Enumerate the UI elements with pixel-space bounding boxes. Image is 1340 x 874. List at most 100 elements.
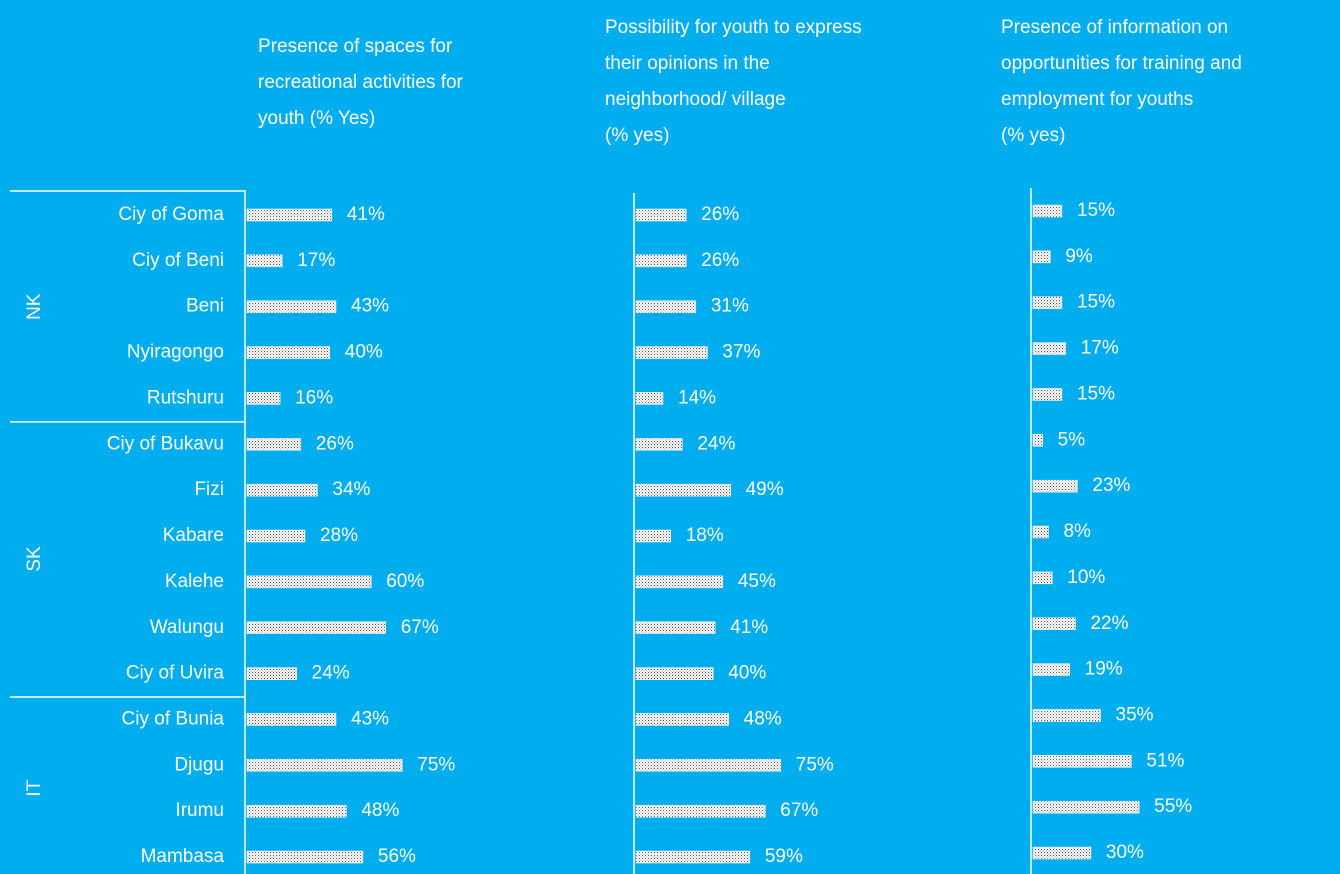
bar	[635, 483, 731, 497]
bar	[246, 759, 403, 772]
category-label: Ciy of Beni	[132, 250, 224, 271]
value-label: 24%	[697, 433, 735, 454]
bar	[1032, 663, 1070, 676]
value-label: 18%	[686, 525, 724, 546]
value-label: 67%	[780, 800, 818, 821]
bar	[635, 392, 664, 405]
category-label: Ciy of Bukavu	[107, 433, 224, 454]
bar	[246, 621, 386, 634]
bar	[635, 346, 708, 359]
value-label: 60%	[386, 571, 424, 592]
category-label: Walungu	[150, 617, 224, 638]
value-label: 51%	[1146, 750, 1184, 771]
bar	[1032, 755, 1132, 768]
value-label: 15%	[1077, 383, 1115, 404]
value-label: 15%	[1077, 292, 1115, 313]
value-label: 43%	[351, 296, 389, 317]
bar	[246, 850, 364, 864]
value-label: 55%	[1154, 796, 1192, 817]
value-label: 56%	[378, 846, 416, 867]
bar	[635, 208, 687, 222]
bar	[1032, 800, 1140, 814]
bar	[246, 438, 302, 451]
category-label: Kalehe	[165, 571, 224, 592]
value-label: 24%	[312, 663, 350, 684]
category-label: Nyiragongo	[127, 342, 224, 363]
bar	[1032, 204, 1063, 218]
value-label: 40%	[728, 663, 766, 684]
bar	[246, 667, 297, 680]
bar	[246, 529, 306, 543]
bar	[246, 804, 347, 818]
value-label: 59%	[765, 846, 803, 867]
group-label: NK	[24, 293, 45, 320]
value-label: 26%	[316, 433, 354, 454]
value-label: 15%	[1077, 200, 1115, 221]
bar	[246, 254, 283, 268]
value-label: 75%	[796, 754, 834, 775]
value-label: 10%	[1067, 567, 1105, 588]
value-label: 23%	[1092, 475, 1130, 496]
value-label: 9%	[1065, 246, 1093, 267]
value-label: 16%	[295, 387, 333, 408]
category-label: Fizi	[194, 479, 224, 500]
value-label: 48%	[361, 800, 399, 821]
category-label: Mambasa	[141, 846, 225, 867]
group-label: SK	[24, 546, 45, 572]
value-label: 45%	[738, 571, 776, 592]
value-label: 75%	[417, 754, 455, 775]
bar	[635, 438, 683, 451]
value-label: 34%	[332, 479, 370, 500]
value-label: 14%	[678, 387, 716, 408]
value-label: 17%	[1081, 338, 1119, 359]
panel-title: Possibility for youth to express their o…	[605, 17, 862, 146]
value-label: 67%	[401, 617, 439, 638]
value-label: 48%	[744, 708, 782, 729]
category-label: Rutshuru	[147, 387, 224, 408]
bar	[1032, 525, 1049, 539]
category-label: Ciy of Bunia	[122, 708, 225, 729]
bar	[1032, 709, 1101, 722]
bar	[1032, 342, 1067, 355]
bar	[635, 300, 697, 313]
value-label: 41%	[347, 204, 385, 225]
bar	[635, 575, 724, 589]
bar	[246, 392, 281, 405]
panel-title: Presence of spaces for recreational acti…	[258, 36, 463, 129]
value-label: 41%	[730, 617, 768, 638]
value-label: 22%	[1090, 613, 1128, 634]
bar	[246, 346, 331, 359]
bar	[635, 621, 716, 634]
value-label: 26%	[701, 204, 739, 225]
bar	[246, 208, 333, 222]
value-label: 17%	[297, 250, 335, 271]
value-label: 28%	[320, 525, 358, 546]
bar	[1032, 296, 1063, 309]
category-label: Beni	[186, 296, 224, 317]
bar	[635, 667, 714, 680]
value-label: 37%	[722, 342, 760, 363]
bar	[246, 483, 318, 497]
value-label: 30%	[1106, 842, 1144, 863]
bar	[1032, 250, 1051, 264]
value-label: 31%	[711, 296, 749, 317]
value-label: 8%	[1063, 521, 1091, 542]
bar	[1032, 479, 1078, 493]
bar	[246, 575, 372, 589]
bar	[1032, 388, 1063, 401]
bar	[635, 850, 751, 864]
category-label: Ciy of Goma	[118, 204, 224, 225]
bar	[1032, 571, 1053, 585]
value-label: 5%	[1058, 429, 1086, 450]
category-label: Ciy of Uvira	[126, 663, 225, 684]
bar	[246, 713, 337, 726]
value-label: 43%	[351, 708, 389, 729]
value-label: 49%	[746, 479, 784, 500]
value-label: 19%	[1085, 659, 1123, 680]
bar	[1032, 617, 1076, 630]
value-label: 35%	[1116, 704, 1154, 725]
bar	[635, 529, 671, 543]
category-label: Djugu	[174, 754, 224, 775]
